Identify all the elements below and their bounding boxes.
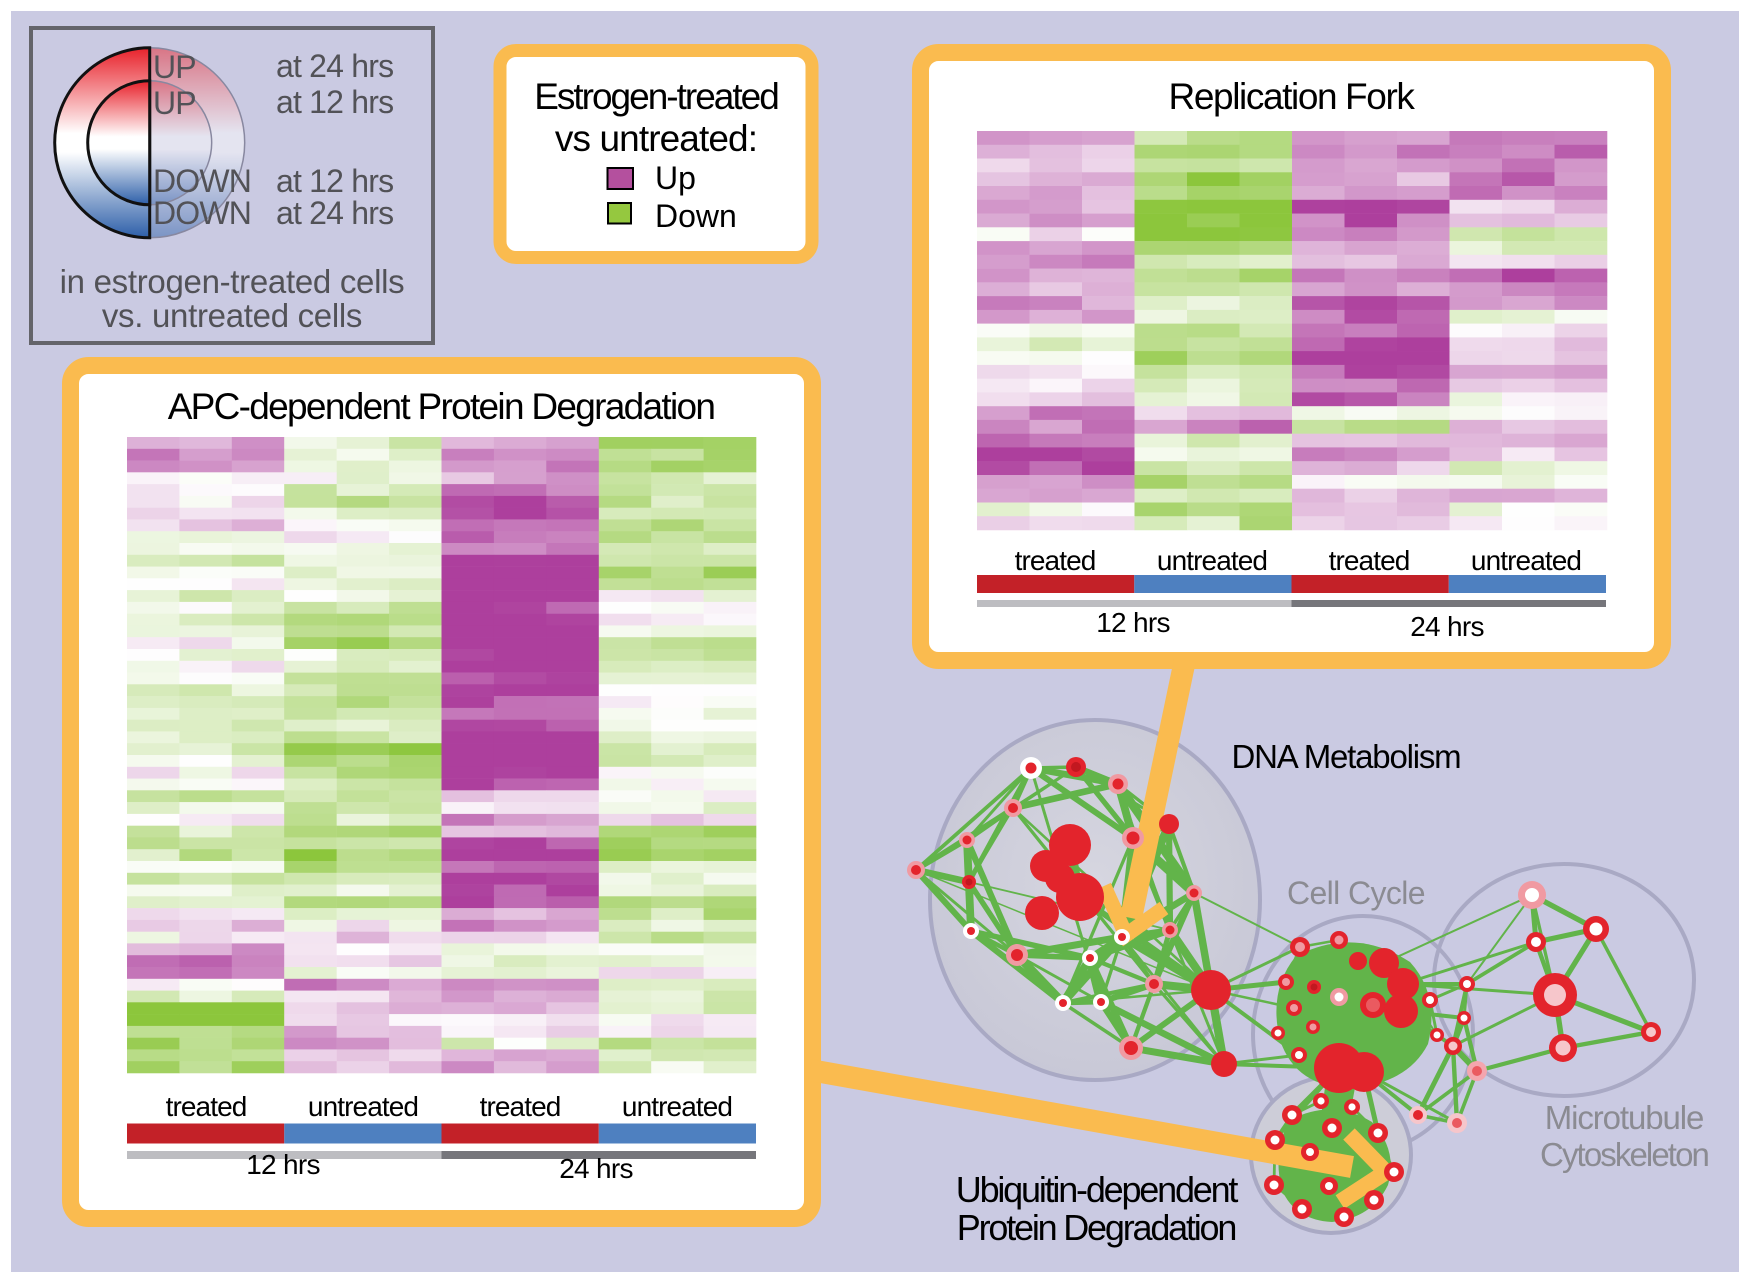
svg-text:Ubiquitin-dependent: Ubiquitin-dependent — [956, 1169, 1239, 1210]
svg-text:12 hrs: 12 hrs — [1096, 607, 1170, 638]
svg-text:Replication Fork: Replication Fork — [1169, 76, 1416, 117]
svg-text:UP: UP — [153, 85, 196, 121]
svg-text:untreated: untreated — [622, 1091, 732, 1122]
svg-text:at 12 hrs: at 12 hrs — [276, 163, 393, 199]
svg-text:DOWN: DOWN — [153, 195, 251, 231]
svg-text:APC-dependent Protein Degradat: APC-dependent Protein Degradation — [168, 386, 715, 427]
svg-text:DOWN: DOWN — [153, 163, 251, 199]
svg-text:at 24 hrs: at 24 hrs — [276, 195, 393, 231]
svg-text:24 hrs: 24 hrs — [1410, 611, 1484, 642]
svg-text:in estrogen-treated cells: in estrogen-treated cells — [60, 263, 405, 300]
svg-text:Estrogen-treated: Estrogen-treated — [534, 76, 778, 117]
svg-text:untreated: untreated — [1471, 545, 1581, 576]
svg-text:untreated: untreated — [308, 1091, 418, 1122]
svg-text:Cytoskeleton: Cytoskeleton — [1540, 1136, 1709, 1173]
svg-text:untreated: untreated — [1157, 545, 1267, 576]
svg-text:Microtubule: Microtubule — [1545, 1099, 1703, 1136]
svg-text:treated: treated — [166, 1091, 247, 1122]
svg-text:Protein Degradation: Protein Degradation — [957, 1207, 1236, 1248]
svg-text:treated: treated — [1329, 545, 1410, 576]
svg-text:Cell Cycle: Cell Cycle — [1287, 875, 1425, 911]
svg-text:vs untreated:: vs untreated: — [555, 118, 757, 159]
svg-text:treated: treated — [480, 1091, 561, 1122]
svg-text:Down: Down — [655, 198, 737, 234]
svg-text:treated: treated — [1015, 545, 1096, 576]
svg-text:Up: Up — [655, 160, 696, 196]
svg-text:24 hrs: 24 hrs — [559, 1153, 633, 1184]
svg-text:DNA Metabolism: DNA Metabolism — [1232, 738, 1461, 775]
svg-text:at 12 hrs: at 12 hrs — [276, 84, 393, 120]
svg-text:12 hrs: 12 hrs — [246, 1149, 320, 1180]
svg-text:at 24 hrs: at 24 hrs — [276, 48, 393, 84]
svg-text:vs. untreated cells: vs. untreated cells — [102, 297, 362, 334]
svg-text:UP: UP — [153, 49, 196, 85]
